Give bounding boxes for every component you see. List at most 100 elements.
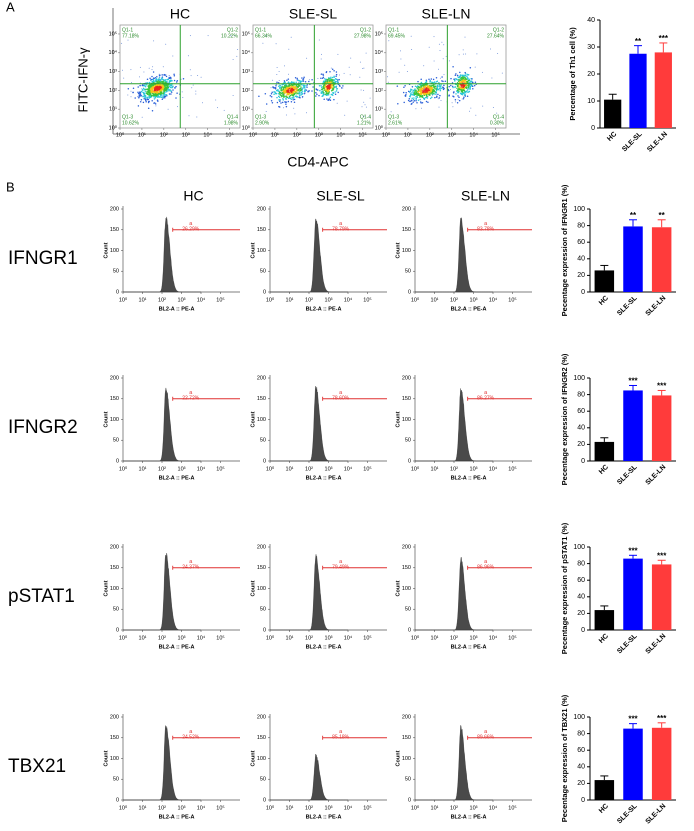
x-axis-label: BL2-A :: PE-A	[451, 475, 487, 481]
histogram-peak	[123, 216, 201, 293]
event-dot	[139, 66, 141, 68]
event-dot	[469, 80, 472, 83]
event-dot	[159, 81, 161, 83]
event-dot	[288, 91, 291, 93]
event-dot	[411, 97, 413, 99]
event-dot	[181, 91, 183, 93]
event-dot	[410, 100, 412, 102]
x-tick-label: 10⁰	[411, 465, 420, 472]
y-tick-label: 10¹	[375, 107, 383, 113]
y-tick-label: 10⁰	[242, 124, 251, 131]
column-title: SLE-LN	[461, 188, 510, 204]
y-tick-label: 10⁵	[375, 30, 383, 37]
x-tick-label: 10³	[325, 635, 333, 641]
event-dot	[329, 84, 332, 86]
event-dot	[164, 85, 167, 87]
event-dot	[466, 73, 468, 76]
row-label: IFNGR2	[8, 417, 78, 438]
event-dot	[322, 81, 325, 84]
event-dot	[168, 77, 171, 80]
gate-name: a	[189, 729, 193, 735]
event-dot	[409, 94, 412, 97]
event-dot	[466, 81, 469, 84]
event-dot	[279, 84, 282, 87]
event-dot	[457, 76, 460, 79]
x-axis-label: CD4-APC	[287, 154, 348, 170]
x-tick-label: 10⁵	[508, 465, 516, 472]
event-dot	[166, 85, 168, 88]
x-tick-label: 10⁵	[363, 804, 371, 811]
y-tick-label: 50	[260, 777, 266, 783]
event-dot	[163, 89, 165, 91]
event-dot	[415, 89, 417, 91]
x-tick-label: 10¹	[431, 805, 439, 811]
event-dot	[328, 88, 331, 90]
y-tick-label: 100	[573, 375, 585, 382]
event-dot	[323, 98, 325, 101]
event-dot	[200, 76, 202, 78]
event-dot	[159, 79, 162, 82]
event-dot	[270, 96, 273, 98]
event-dot	[270, 87, 272, 89]
y-axis-label: Count	[103, 750, 109, 766]
event-dot	[172, 89, 174, 91]
event-dot	[127, 87, 130, 90]
event-dot	[336, 102, 338, 104]
gate-percent: 78.60%	[332, 396, 350, 402]
y-tick-label: 0	[263, 289, 266, 295]
histogram-peak	[270, 554, 348, 631]
x-tick-label: 10²	[450, 466, 458, 472]
event-dot	[300, 88, 302, 90]
event-dot	[460, 89, 463, 92]
event-dot	[464, 95, 467, 97]
x-tick-label: 10¹	[431, 635, 439, 641]
event-dot	[150, 95, 153, 97]
y-tick-label: 20	[577, 780, 585, 787]
event-dot	[306, 57, 308, 59]
event-dot	[433, 87, 436, 89]
event-dot	[297, 86, 299, 88]
y-tick-label: 200	[110, 206, 119, 212]
event-dot	[459, 79, 462, 81]
event-dot	[149, 93, 152, 95]
y-axis-label: Pecentage expression of pSTAT1 (%)	[560, 522, 569, 654]
x-tick-label: 10³	[325, 466, 333, 472]
event-dot	[265, 111, 267, 112]
y-tick-label: 200	[110, 714, 119, 720]
event-dot	[282, 94, 285, 97]
event-dot	[359, 76, 361, 78]
event-dot	[290, 85, 292, 87]
event-dot	[285, 96, 288, 98]
event-dot	[127, 94, 129, 96]
event-dot	[320, 77, 322, 79]
event-dot	[300, 86, 302, 88]
event-dot	[453, 91, 455, 93]
event-dot	[164, 81, 166, 83]
event-dot	[437, 98, 439, 100]
histogram: 0 50 100 150 200 10⁰ 10¹ 10² 10³ 10⁴ 10⁵ Count BL2-A…	[395, 714, 532, 820]
event-dot	[415, 98, 417, 100]
event-dot	[276, 74, 278, 75]
y-tick-label: 40	[577, 594, 585, 601]
event-dot	[428, 46, 430, 48]
gate-percent: 24.37%	[182, 565, 200, 571]
event-dot	[332, 91, 334, 94]
x-tick-label: 10⁴	[344, 465, 353, 472]
event-dot	[448, 85, 450, 88]
x-tick-label: 10⁴	[489, 465, 498, 472]
y-tick-label: 200	[257, 544, 266, 550]
event-dot	[153, 40, 155, 42]
event-dot	[168, 81, 171, 83]
event-dot	[293, 87, 296, 90]
histogram-peak	[270, 218, 348, 293]
event-dot	[299, 89, 302, 92]
x-tick-label: 10²	[305, 466, 313, 472]
y-tick-label: 200	[110, 544, 119, 550]
y-tick-label: 40	[587, 17, 595, 24]
event-dot	[441, 80, 443, 82]
quadrant-name: Q1-1	[122, 27, 133, 33]
event-dot	[137, 91, 139, 93]
event-dot	[276, 67, 278, 68]
event-dot	[295, 87, 297, 89]
event-dot	[412, 101, 414, 103]
